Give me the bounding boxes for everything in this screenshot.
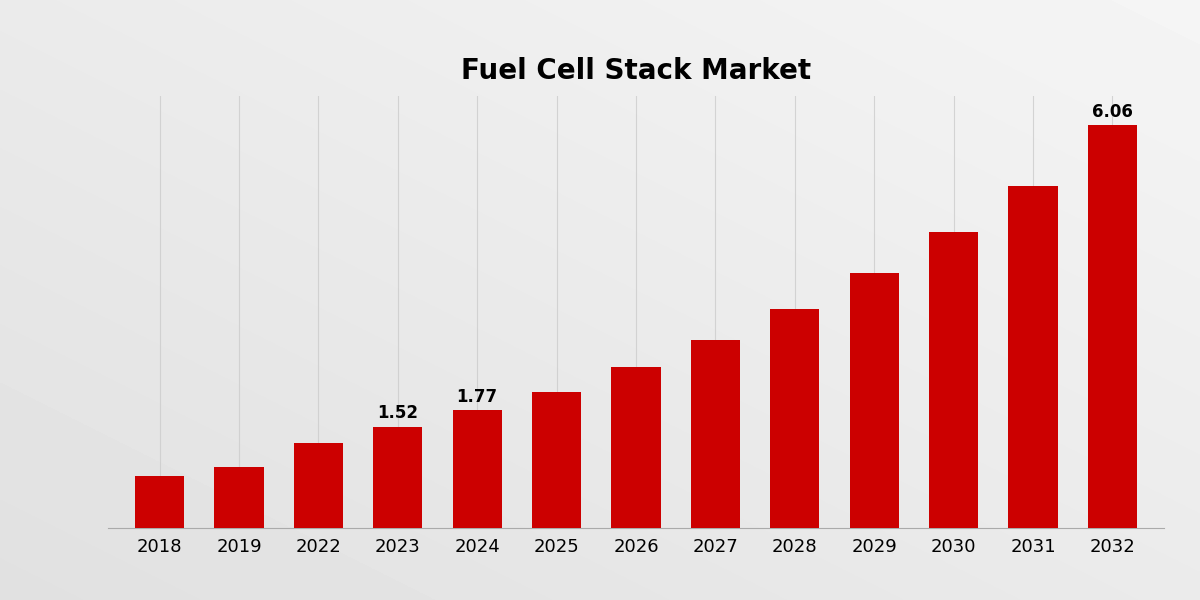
Text: 1.77: 1.77 <box>457 388 498 406</box>
Bar <box>929 232 978 528</box>
Bar <box>770 308 820 528</box>
Bar <box>691 340 740 528</box>
Bar <box>532 392 581 528</box>
Title: Fuel Cell Stack Market: Fuel Cell Stack Market <box>461 58 811 85</box>
Bar <box>850 273 899 528</box>
Bar <box>1008 186 1057 528</box>
Bar <box>611 367 661 528</box>
Text: 1.52: 1.52 <box>377 404 419 422</box>
Bar <box>215 467 264 528</box>
Text: 6.06: 6.06 <box>1092 103 1133 121</box>
Bar <box>294 443 343 528</box>
Bar <box>134 476 185 528</box>
Bar <box>452 410 502 528</box>
Bar <box>1087 125 1138 528</box>
Bar <box>373 427 422 528</box>
